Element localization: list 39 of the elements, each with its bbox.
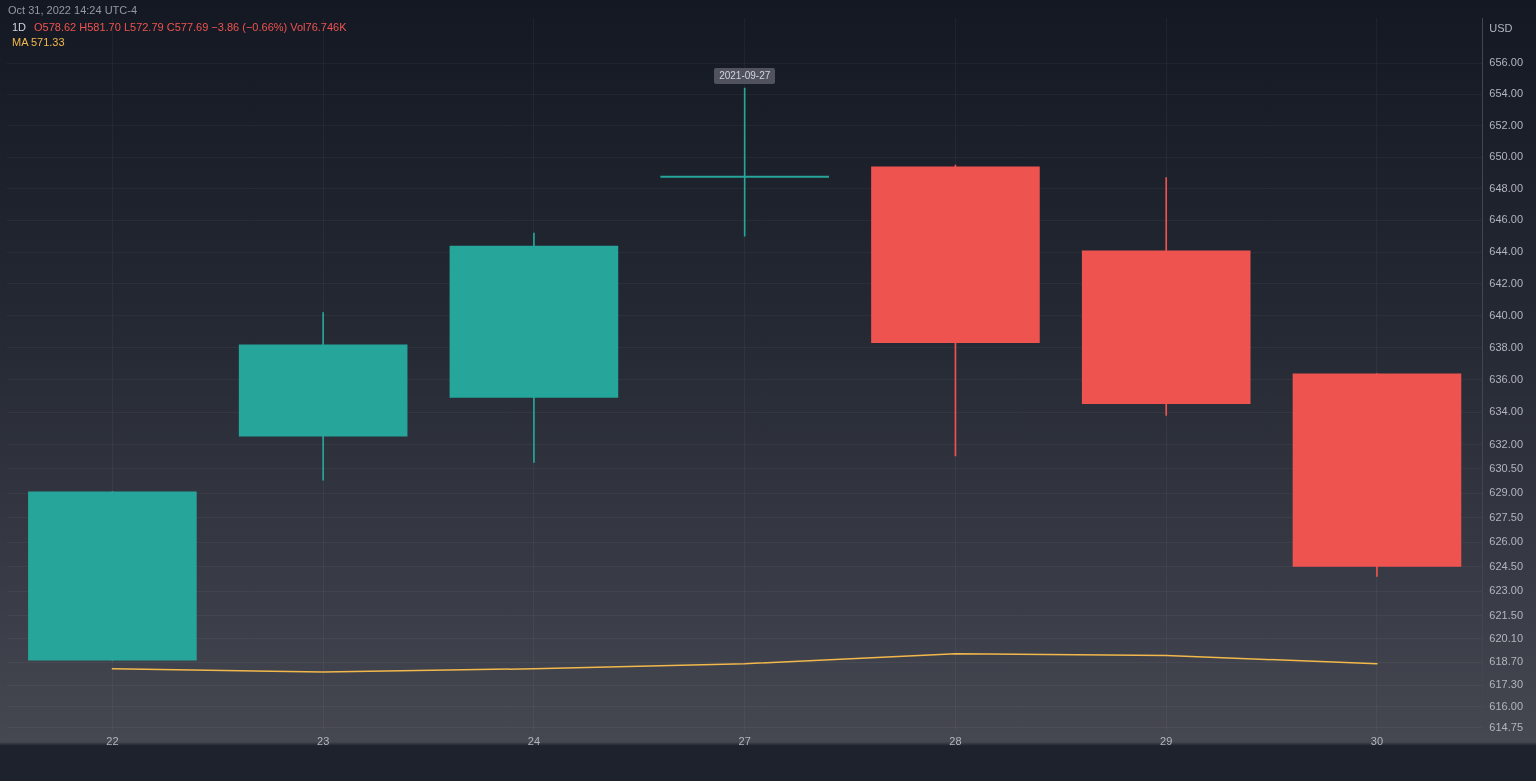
y-tick-label: 640.00 (1489, 308, 1524, 321)
x-tick-label: 29 (1160, 735, 1173, 748)
y-tick-label: 648.00 (1489, 181, 1524, 194)
x-tick-label: 30 (1370, 735, 1384, 748)
y-tick-label: 634.00 (1489, 405, 1524, 418)
y-tick-label: 654.00 (1489, 87, 1524, 100)
y-tick-label: 616.00 (1489, 699, 1524, 712)
annotation: 2021-09-27 (714, 68, 776, 84)
y-tick-label: 644.00 (1489, 245, 1524, 258)
y-tick-label: 646.00 (1489, 213, 1524, 226)
chart-title: 1D (12, 21, 27, 34)
y-tick-label: 620.10 (1489, 632, 1524, 645)
y-tick-label: 652.00 (1489, 118, 1524, 131)
y-tick-label: 618.70 (1489, 655, 1524, 668)
y-tick-label: 626.00 (1489, 535, 1524, 548)
y-tick-label: 636.00 (1489, 372, 1524, 385)
x-tick-label: 22 (106, 735, 119, 748)
y-axis-title: USD (1489, 22, 1513, 35)
y-tick-label: 650.00 (1489, 150, 1524, 163)
x-tick-label: 28 (949, 735, 962, 748)
candlestick (660, 87, 829, 237)
y-tick-label: 623.00 (1489, 584, 1524, 597)
y-tick-label: 624.50 (1489, 559, 1524, 572)
x-tick-label: 27 (738, 735, 751, 748)
x-tick-label: 23 (317, 735, 330, 748)
y-tick-label: 621.50 (1489, 608, 1524, 621)
y-tick-label: 617.30 (1489, 678, 1524, 691)
x-tick-label: 24 (527, 735, 541, 748)
y-tick-label: 632.00 (1489, 437, 1524, 450)
text: Oct 31, 2022 14:24 UTC-4 (8, 4, 138, 17)
annotation: MA 571.33 (12, 36, 65, 49)
y-tick-label: 627.50 (1489, 510, 1524, 523)
y-tick-label: 642.00 (1489, 276, 1524, 289)
y-tick-label: 630.50 (1489, 461, 1524, 474)
y-tick-label: 656.00 (1489, 56, 1524, 69)
y-tick-label: 614.75 (1489, 720, 1524, 733)
y-tick-label: 629.00 (1489, 486, 1524, 499)
annotation: O578.62 H581.70 L572.79 C577.69 −3.86 (−0.66%) Vol76.746K (34, 21, 347, 34)
y-tick-label: 638.00 (1489, 340, 1524, 353)
